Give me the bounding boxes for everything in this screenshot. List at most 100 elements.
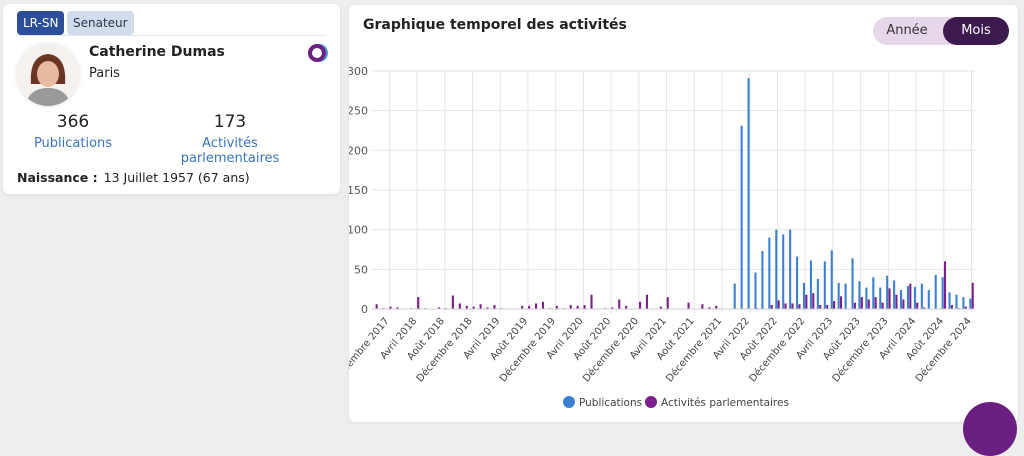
activities-count: 173 — [213, 112, 247, 132]
publications-bar — [886, 275, 889, 309]
activities-bar — [839, 296, 843, 309]
activities-bar — [715, 305, 718, 309]
activities-bar — [528, 305, 531, 309]
activities-bar — [791, 303, 794, 309]
publications-bar — [913, 286, 916, 309]
publications-bar — [906, 285, 910, 309]
legend-marker — [563, 396, 575, 408]
activities-bar — [867, 299, 870, 309]
publications-bar — [872, 277, 875, 309]
publications-stat[interactable]: 366 Publications — [33, 112, 113, 151]
activities-bar — [888, 288, 891, 309]
publications-bar — [858, 281, 861, 309]
activities-link[interactable]: Activités parlementaires — [180, 136, 280, 166]
activity-chart-card: Graphique temporel des activités Année M… — [349, 5, 1018, 422]
birth-label: Naissance : — [17, 170, 98, 185]
senator-name: Catherine Dumas — [89, 44, 225, 60]
publications-link[interactable]: Publications — [33, 136, 113, 151]
senator-city: Paris — [89, 66, 120, 81]
publications-bar — [893, 280, 896, 309]
activities-bar — [451, 295, 454, 309]
publications-bar — [796, 256, 799, 309]
activities-bar — [812, 293, 815, 309]
activities-bar — [784, 303, 787, 309]
party-badge: LR-SN — [17, 11, 65, 35]
activities-bar — [798, 304, 801, 309]
publications-bar — [962, 297, 965, 309]
publications-bar — [789, 229, 792, 309]
publications-bar — [754, 272, 757, 309]
activities-bar — [853, 302, 856, 309]
publications-bar — [733, 283, 736, 309]
activities-bar — [625, 305, 628, 309]
publications-bar — [969, 298, 972, 309]
activities-bar — [833, 301, 836, 309]
chart-title: Graphique temporel des activités — [363, 17, 627, 33]
publications-bar — [837, 282, 840, 309]
activities-bar — [569, 305, 572, 309]
activities-bar — [943, 261, 947, 309]
activities-bar — [777, 300, 780, 309]
activities-bar — [472, 306, 475, 309]
divider — [17, 35, 326, 36]
y-tick-label: 50 — [354, 263, 368, 276]
birth-info: Naissance : 13 Juillet 1957 (67 ans) — [17, 170, 250, 185]
activities-bar — [465, 305, 468, 309]
avatar — [17, 44, 79, 106]
activities-bar — [923, 307, 926, 309]
activities-bar — [541, 301, 545, 309]
publications-bar — [782, 234, 785, 309]
publications-bar — [927, 289, 930, 309]
activities-bar — [535, 303, 538, 309]
activities-bar — [964, 306, 967, 309]
publications-bar — [816, 278, 819, 309]
publications-bar — [941, 277, 944, 309]
activities-bar — [458, 303, 461, 309]
activities-bar — [971, 282, 974, 309]
activities-bar — [493, 305, 496, 309]
birth-value: 13 Juillet 1957 (67 ans) — [103, 170, 250, 185]
senator-profile-card: LR-SN Senateur Catherine Dumas Paris 366… — [3, 4, 340, 194]
chat-button[interactable] — [963, 402, 1017, 456]
activities-bar — [417, 297, 420, 309]
activities-bar — [638, 301, 642, 309]
activities-bar — [805, 294, 808, 309]
publications-bar — [775, 229, 778, 309]
activities-bar — [583, 305, 586, 309]
activities-bar — [666, 297, 669, 309]
toggle-month[interactable]: Mois — [943, 17, 1009, 45]
publications-bar — [844, 283, 847, 309]
activities-stat[interactable]: 173 Activités parlementaires — [151, 112, 309, 166]
publications-bar — [934, 274, 937, 309]
role-badge: Senateur — [67, 11, 134, 35]
legend-marker — [645, 396, 657, 408]
activities-bar — [860, 297, 863, 309]
publications-bar — [920, 283, 923, 309]
toggle-year[interactable]: Année — [886, 23, 928, 38]
publications-bar — [747, 78, 750, 309]
publications-bar — [879, 287, 882, 309]
activities-bar — [950, 305, 953, 309]
activities-bar — [770, 305, 773, 309]
publications-bar — [768, 237, 771, 309]
y-tick-label: 0 — [361, 303, 368, 316]
activities-bar — [874, 297, 877, 309]
activities-bar — [701, 304, 704, 309]
activities-bar — [521, 305, 524, 309]
publications-bar — [955, 294, 958, 309]
activities-bar — [590, 294, 593, 309]
activities-bar — [437, 307, 441, 309]
activities-bar — [819, 305, 822, 309]
legend-label: Publications — [579, 397, 642, 409]
publications-bar — [900, 289, 903, 309]
period-toggle: Année Mois — [873, 17, 1009, 45]
y-tick-label: 300 — [349, 65, 368, 78]
activities-bar — [909, 283, 912, 309]
activities-bar — [826, 305, 829, 309]
publications-bar — [761, 251, 764, 309]
activities-bar — [881, 302, 884, 309]
publications-bar — [740, 125, 743, 310]
activities-bar — [902, 299, 905, 309]
activities-bar — [479, 304, 482, 309]
